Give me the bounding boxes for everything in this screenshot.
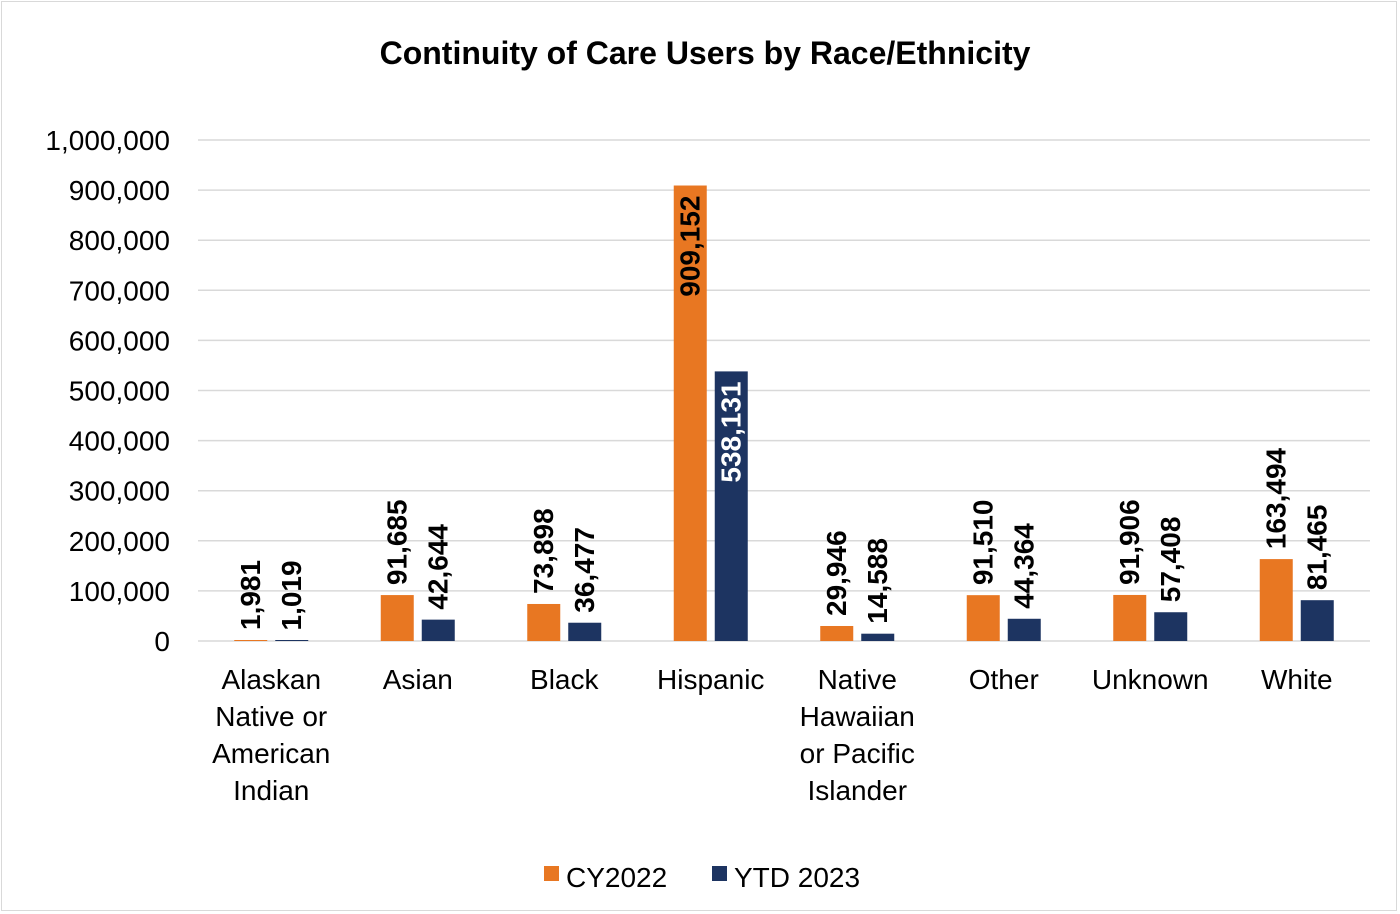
data-label: 1,981 — [235, 560, 266, 630]
data-label: 44,364 — [1009, 523, 1040, 609]
y-tick-label: 700,000 — [69, 275, 170, 306]
bar-cy2022 — [1259, 559, 1293, 641]
x-tick-label: Asian — [383, 664, 453, 695]
data-label: 1,019 — [276, 560, 307, 630]
bar-cy2022 — [820, 625, 854, 641]
bar-cy2022 — [234, 640, 268, 641]
gridlines — [198, 139, 1370, 642]
data-label: 909,152 — [675, 196, 706, 297]
data-label: 36,477 — [569, 527, 600, 613]
y-tick-label: 300,000 — [69, 476, 170, 507]
data-label: 29,946 — [821, 530, 852, 616]
data-label: 91,685 — [382, 499, 413, 585]
bar-cy2022 — [966, 595, 1000, 641]
y-tick-label: 0 — [154, 626, 170, 657]
x-tick-label: Hispanic — [657, 664, 764, 695]
x-tick-label: Unknown — [1092, 664, 1209, 695]
bar-cy2022 — [673, 185, 707, 642]
bar-ytd2023 — [568, 622, 602, 641]
x-tick-label: Alaskan Native or American Indian — [212, 664, 330, 806]
chart-title: Continuity of Care Users by Race/Ethnici… — [380, 35, 1031, 71]
legend-label: CY2022 — [566, 862, 667, 893]
y-tick-label: 500,000 — [69, 376, 170, 407]
bar-ytd2023 — [1007, 618, 1041, 641]
bar-ytd2023 — [421, 619, 455, 641]
y-tick-label: 400,000 — [69, 426, 170, 457]
y-tick-label: 600,000 — [69, 325, 170, 356]
bar-cy2022 — [380, 595, 414, 641]
data-label: 73,898 — [528, 508, 559, 594]
x-axis-ticks: Alaskan Native or American Indian Asian Black… — [212, 664, 1332, 806]
y-tick-label: 1,000,000 — [45, 125, 170, 156]
x-tick-label: Other — [969, 664, 1039, 695]
data-labels: 1,981 1,019 91,685 42,644 73,898 36,477 909,15… — [235, 196, 1333, 631]
bars — [234, 185, 1334, 642]
y-tick-label: 200,000 — [69, 526, 170, 557]
x-tick-label: Native Hawaiian or Pacific Islander — [800, 664, 915, 806]
bar-ytd2023 — [1154, 612, 1188, 641]
legend-swatch — [544, 866, 559, 881]
x-tick-label: White — [1261, 664, 1333, 695]
x-tick-label: Black — [530, 664, 599, 695]
bar-ytd2023 — [1300, 600, 1334, 641]
bar-cy2022 — [1113, 594, 1147, 641]
y-tick-label: 100,000 — [69, 576, 170, 607]
bar-ytd2023 — [714, 371, 748, 641]
y-axis-ticks: 0 100,000 200,000 300,000 400,000 500,000 600,… — [45, 125, 170, 657]
bar-cy2022 — [527, 603, 561, 641]
y-tick-label: 800,000 — [69, 225, 170, 256]
bar-ytd2023 — [861, 633, 895, 641]
data-label: 91,906 — [1114, 499, 1145, 585]
data-label: 14,588 — [862, 538, 893, 624]
y-tick-label: 900,000 — [69, 175, 170, 206]
data-label: 163,494 — [1261, 447, 1292, 549]
data-label: 81,465 — [1302, 505, 1333, 591]
legend: CY2022 YTD 2023 — [544, 862, 860, 893]
data-label: 42,644 — [423, 524, 454, 610]
data-label: 91,510 — [968, 500, 999, 586]
legend-swatch — [712, 866, 727, 881]
legend-label: YTD 2023 — [734, 862, 860, 893]
data-label: 538,131 — [716, 381, 747, 482]
data-label: 57,408 — [1155, 517, 1186, 603]
bar-ytd2023 — [275, 640, 309, 641]
